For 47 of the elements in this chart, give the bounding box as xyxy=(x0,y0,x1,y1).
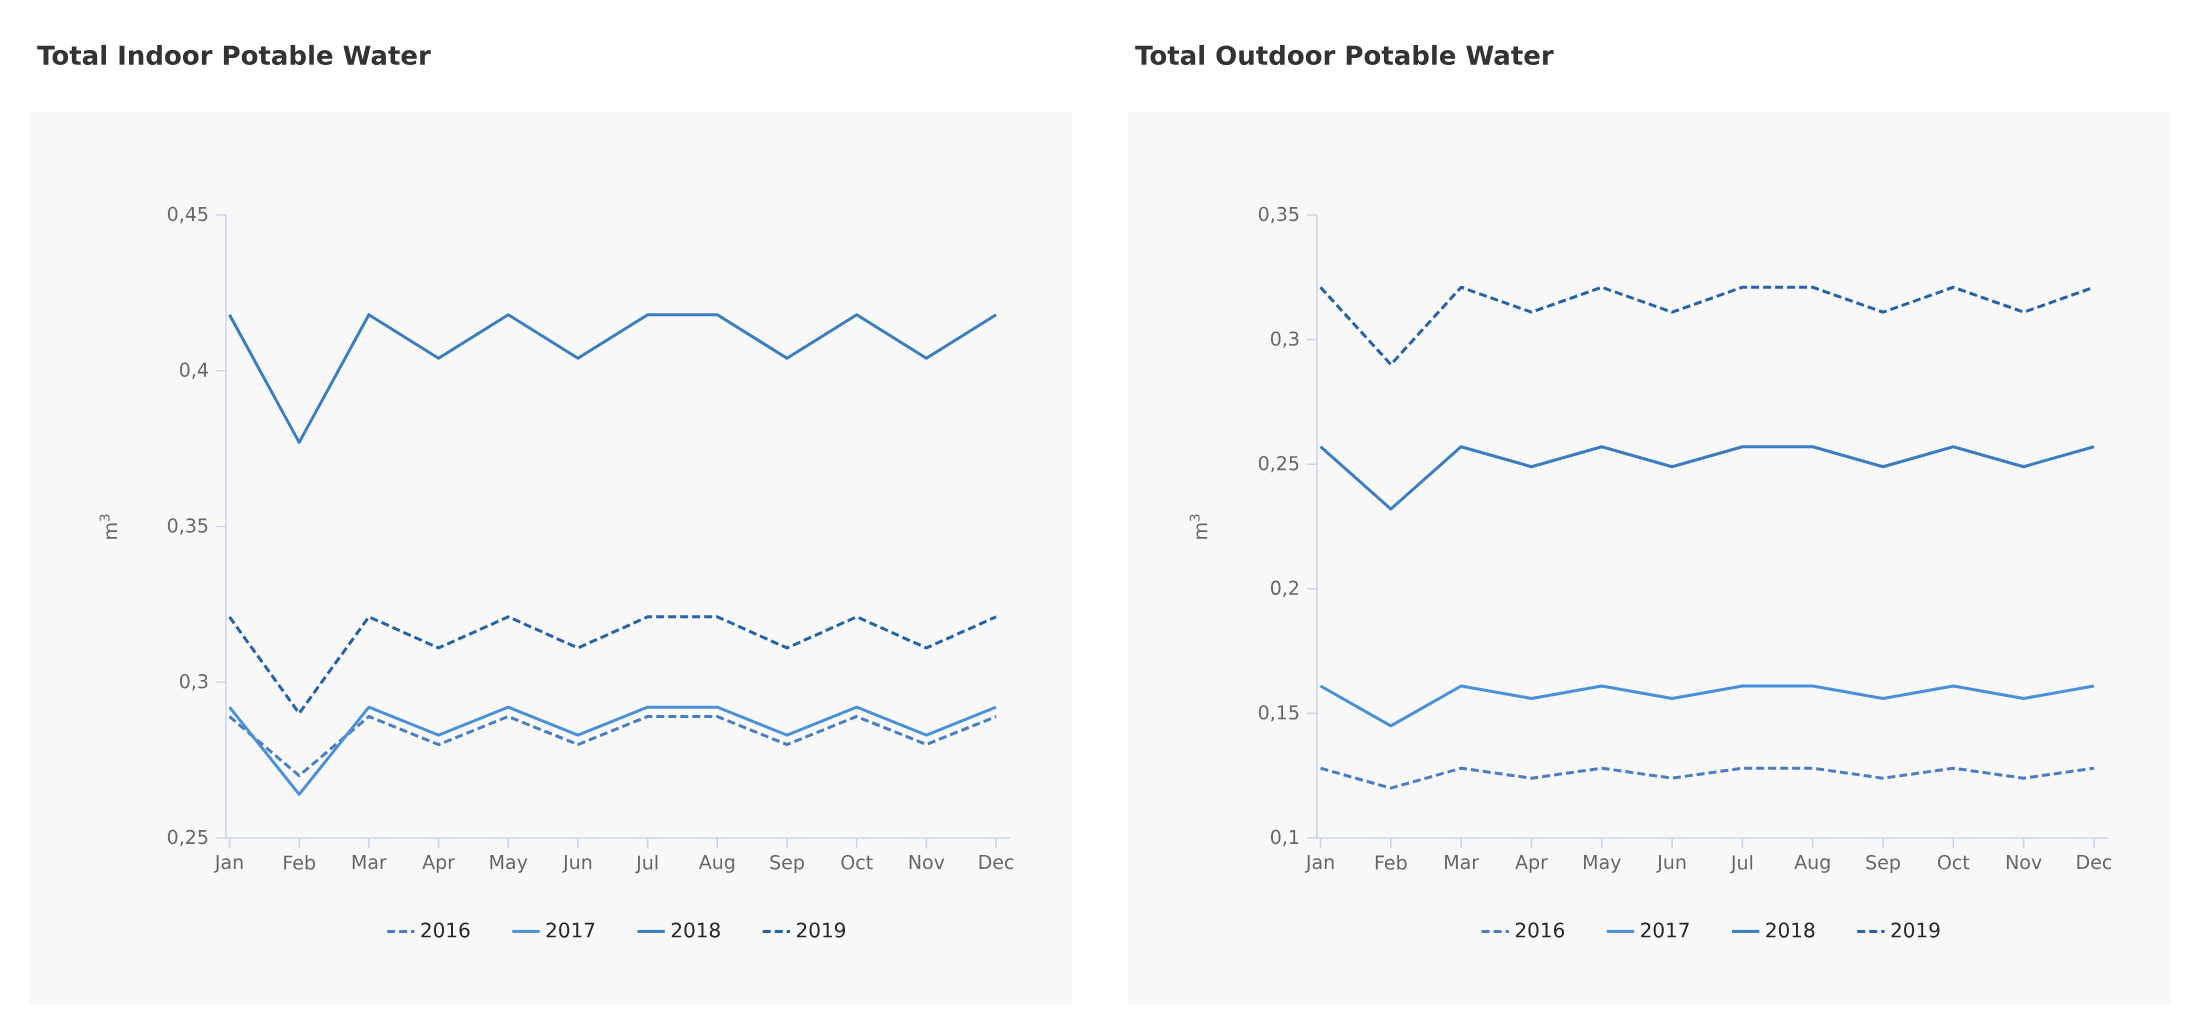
x-tick-label: Jul xyxy=(635,855,658,874)
x-tick-label: Apr xyxy=(422,855,455,873)
legend-label: 2017 xyxy=(546,922,595,938)
y-tick-label: 0,25 xyxy=(1258,456,1299,473)
y-tick-label: 0,15 xyxy=(1258,705,1299,722)
x-tick-label: Mar xyxy=(1445,855,1480,870)
legend-label: 2017 xyxy=(1641,922,1689,938)
x-tick-label: Dec xyxy=(979,855,1014,870)
y-tick-label: 0,35 xyxy=(1258,206,1299,224)
y-tick-label: 0,3 xyxy=(1270,331,1299,348)
y-tick-label: 0,2 xyxy=(1270,580,1299,597)
legend-label: 2019 xyxy=(797,922,846,938)
x-tick-label: Nov xyxy=(909,855,945,870)
y-tick-label: 0,35 xyxy=(167,518,208,535)
x-tick-label: Aug xyxy=(698,855,735,873)
y-axis-title: m$^{3}$ xyxy=(1189,514,1208,539)
y-tick-label: 0,1 xyxy=(1270,829,1299,847)
x-tick-label: May xyxy=(1583,855,1621,873)
x-tick-label: Jan xyxy=(1304,855,1334,873)
legend-label: 2016 xyxy=(421,922,470,938)
x-tick-label: Dec xyxy=(2077,855,2112,870)
x-tick-label: Feb xyxy=(284,855,315,870)
x-tick-label: Apr xyxy=(1515,855,1548,873)
legend-label: 2019 xyxy=(1891,922,1940,938)
chart-title: Total Outdoor Potable Water xyxy=(1135,44,1554,66)
x-tick-label: Feb xyxy=(1375,855,1407,870)
x-tick-label: Nov xyxy=(2006,855,2042,870)
x-tick-label: Mar xyxy=(352,855,387,870)
y-tick-label: 0,3 xyxy=(179,674,208,691)
x-tick-label: Oct xyxy=(1937,855,1970,870)
x-tick-label: Oct xyxy=(841,855,873,870)
y-tick-label: 0,25 xyxy=(167,829,208,847)
x-tick-label: Jun xyxy=(562,855,592,873)
legend-label: 2016 xyxy=(1515,922,1565,938)
legend-label: 2018 xyxy=(671,922,720,938)
x-tick-label: Jan xyxy=(213,855,243,873)
x-tick-label: Sep xyxy=(770,855,804,874)
x-tick-label: Jun xyxy=(1656,855,1686,873)
y-tick-label: 0,4 xyxy=(179,362,208,379)
x-tick-label: Sep xyxy=(1866,855,1900,874)
x-tick-label: Jul xyxy=(1729,855,1753,874)
y-tick-label: 0,45 xyxy=(167,206,208,224)
chart-title: Total Indoor Potable Water xyxy=(37,44,431,66)
x-tick-label: May xyxy=(490,855,528,873)
x-tick-label: Aug xyxy=(1794,855,1830,873)
y-axis-title: m$^{3}$ xyxy=(99,514,118,539)
legend-label: 2018 xyxy=(1766,922,1815,938)
